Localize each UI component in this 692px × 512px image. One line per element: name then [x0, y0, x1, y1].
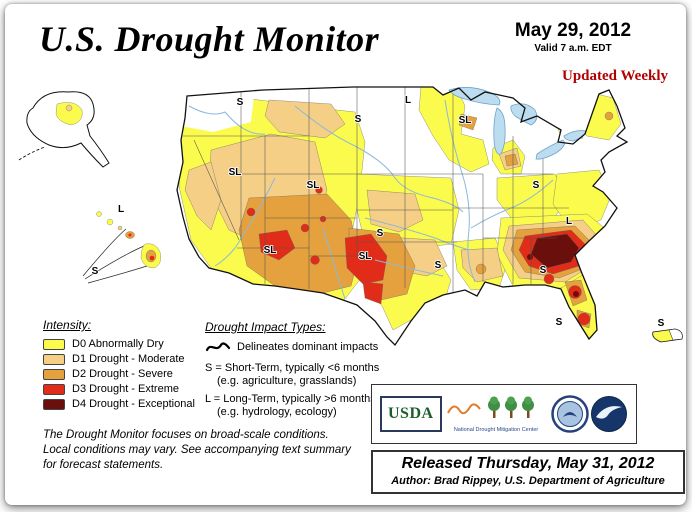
map-label: S	[237, 97, 244, 108]
disclaimer-text: The Drought Monitor focuses on broad-sca…	[43, 428, 373, 474]
intensity-legend: Intensity: D0 Abnormally Dry D1 Drought …	[43, 318, 203, 413]
d4-swatch	[43, 398, 65, 410]
valid-time: Valid 7 a.m. EDT	[534, 43, 612, 54]
released-date: Released Thursday, May 31, 2012	[401, 455, 655, 472]
short-term-example: (e.g. agriculture, grasslands)	[217, 375, 357, 387]
map-label: S	[355, 114, 362, 125]
impact-types-panel: Drought Impact Types: Delineates dominan…	[205, 320, 380, 418]
report-date: May 29, 2012	[514, 20, 632, 41]
legend-item-d3: D3 Drought - Extreme	[43, 383, 203, 395]
updated-weekly-note: Updated Weekly	[562, 68, 668, 84]
d0-label: D0 Abnormally Dry	[72, 338, 164, 350]
legend-item-d2: D2 Drought - Severe	[43, 368, 203, 380]
map-label: L	[405, 95, 411, 106]
map-label: S	[435, 260, 442, 271]
drought-monitor-page: U.S. Drought Monitor May 29, 2012 Valid …	[5, 4, 686, 505]
disclaimer-line-2: Local conditions may vary. See accompany…	[43, 444, 351, 457]
delineates-row: Delineates dominant impacts	[205, 340, 380, 354]
d2-swatch	[43, 368, 65, 380]
d1-swatch	[43, 353, 65, 365]
us-drought-map: S S L SL SL SL S L SL SL S S S S L S S	[18, 86, 683, 346]
impacts-title: Drought Impact Types:	[205, 320, 326, 334]
legend-item-d1: D1 Drought - Moderate	[43, 353, 203, 365]
long-term-line: L = Long-Term, typically >6 months	[205, 393, 376, 405]
date-block: May 29, 2012 Valid 7 a.m. EDT	[473, 20, 673, 54]
disclaimer-line-1: The Drought Monitor focuses on broad-sca…	[43, 429, 329, 441]
impact-labels: S S L SL SL SL S L SL SL S S S S L S S	[91, 94, 666, 330]
usda-logo-text: USDA	[388, 405, 434, 422]
delineates-label: Delineates dominant impacts	[237, 341, 379, 353]
delineation-curve-icon	[205, 342, 231, 352]
map-label: S	[658, 318, 665, 329]
map-label: S	[556, 317, 563, 328]
usda-logo: USDA	[380, 396, 442, 432]
map-label: S	[92, 266, 99, 277]
map-label: S	[377, 228, 384, 239]
legend-title: Intensity:	[43, 318, 92, 332]
d1-label: D1 Drought - Moderate	[72, 353, 185, 365]
hawaii-inset	[82, 211, 161, 284]
long-term-example: (e.g. hydrology, ecology)	[217, 406, 337, 418]
legend-item-d0: D0 Abnormally Dry	[43, 338, 203, 350]
map-label: S	[533, 180, 540, 191]
map-label: L	[118, 204, 124, 215]
map-label: SL	[459, 115, 472, 126]
commerce-seal-icon	[550, 395, 589, 433]
map-label: S	[540, 265, 547, 276]
ndmc-trees-icon	[447, 396, 535, 418]
agency-logos-box: USDA National Drought Mitigation Center	[371, 384, 637, 444]
ndmc-logo: National Drought Mitigation Center	[443, 395, 549, 433]
map-label: SL	[359, 251, 372, 262]
d4-label: D4 Drought - Exceptional	[72, 398, 195, 410]
short-term-line: S = Short-Term, typically <6 months	[205, 362, 380, 374]
map-label: L	[566, 216, 572, 227]
d3-label: D3 Drought - Extreme	[72, 383, 179, 395]
author-line: Author: Brad Rippey, U.S. Department of …	[391, 475, 665, 487]
d3-swatch	[43, 383, 65, 395]
noaa-logo-icon	[590, 396, 627, 432]
alaska-inset	[18, 91, 110, 168]
released-box: Released Thursday, May 31, 2012 Author: …	[371, 450, 685, 494]
d2-label: D2 Drought - Severe	[72, 368, 173, 380]
puerto-rico-inset	[652, 328, 683, 343]
map-label: SL	[229, 167, 242, 178]
conus-map	[176, 86, 628, 346]
map-label: SL	[264, 245, 277, 256]
disclaimer-line-3: for forecast statements.	[43, 459, 164, 472]
page-title: U.S. Drought Monitor	[39, 19, 380, 59]
d0-swatch	[43, 338, 65, 350]
legend-item-d4: D4 Drought - Exceptional	[43, 398, 203, 410]
ndmc-logo-text: National Drought Mitigation Center	[453, 427, 539, 433]
map-label: SL	[307, 180, 320, 191]
